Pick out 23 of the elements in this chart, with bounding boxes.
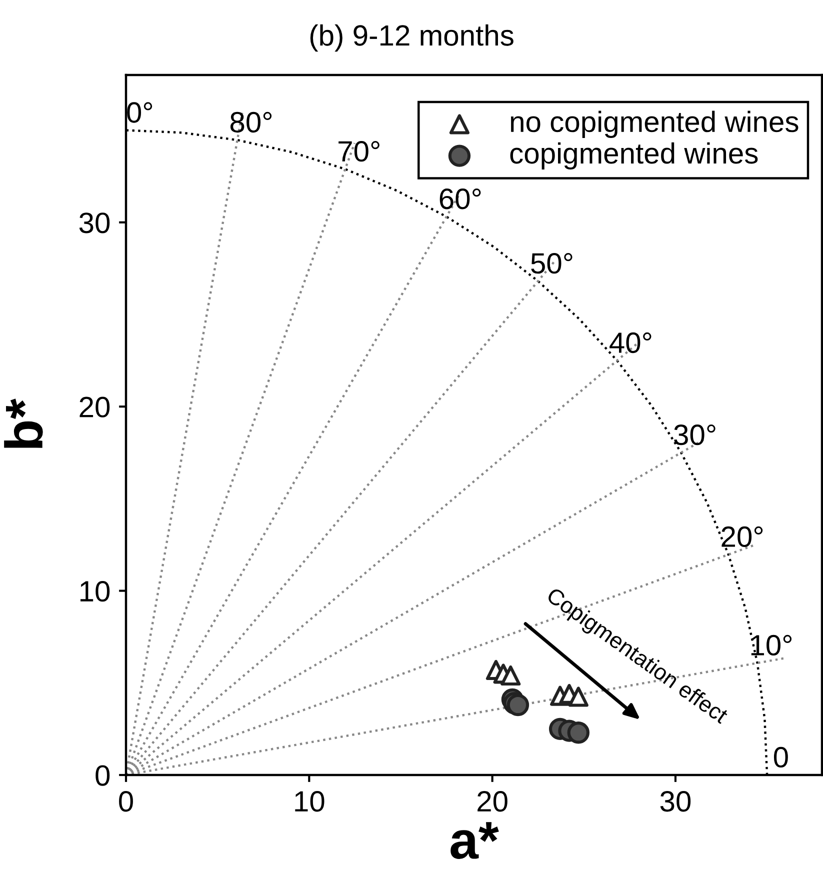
x-tick-label: 0 (119, 791, 133, 812)
y-axis-title: b* (4, 398, 43, 448)
x-tick-label: 30 (660, 791, 691, 812)
annotation: 20° (722, 526, 763, 548)
y-tick-label: 20 (80, 396, 110, 418)
annotation: 10° (751, 634, 792, 656)
chart-title: (b) 9-12 months (310, 24, 514, 52)
annotation: 0° (127, 102, 152, 123)
y-tick-label: 30 (79, 212, 110, 234)
annotation: 70° (338, 141, 380, 162)
y-tick-label: 10 (80, 580, 110, 602)
annotation: 80° (230, 112, 272, 133)
annotation: 60° (440, 188, 481, 210)
annotation: 0 (774, 746, 788, 768)
y-tick-label: 0 (96, 765, 110, 786)
x-tick-label: 10 (295, 791, 324, 812)
legend-label: no copigmented wines (510, 110, 798, 138)
annotation: 50° (531, 253, 572, 274)
x-axis-title: a* (450, 822, 499, 860)
x-tick-label: 20 (478, 791, 508, 812)
annotation: 40° (610, 332, 652, 354)
legend-label: copigmented wines (510, 142, 758, 170)
annotation: 30° (674, 424, 716, 446)
